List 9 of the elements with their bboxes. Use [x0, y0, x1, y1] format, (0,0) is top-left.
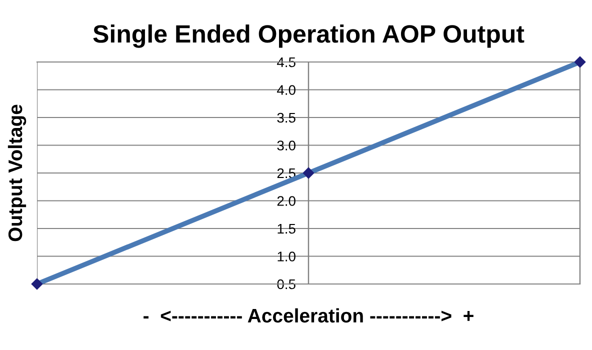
y-tick-label: 3.0 [277, 140, 296, 150]
chart-title: Single Ended Operation AOP Output [93, 24, 524, 48]
y-tick-label: 4.0 [277, 85, 296, 95]
y-axis-title: Output Voltage [8, 104, 26, 242]
y-tick-label: 3.5 [277, 112, 296, 123]
y-tick-label: 1.5 [278, 224, 296, 234]
x-axis-title: - <----------- Acceleration -----------> + [144, 308, 474, 323]
y-tick-label: 1.0 [278, 252, 296, 262]
y-tick-label: 2.0 [277, 196, 296, 206]
